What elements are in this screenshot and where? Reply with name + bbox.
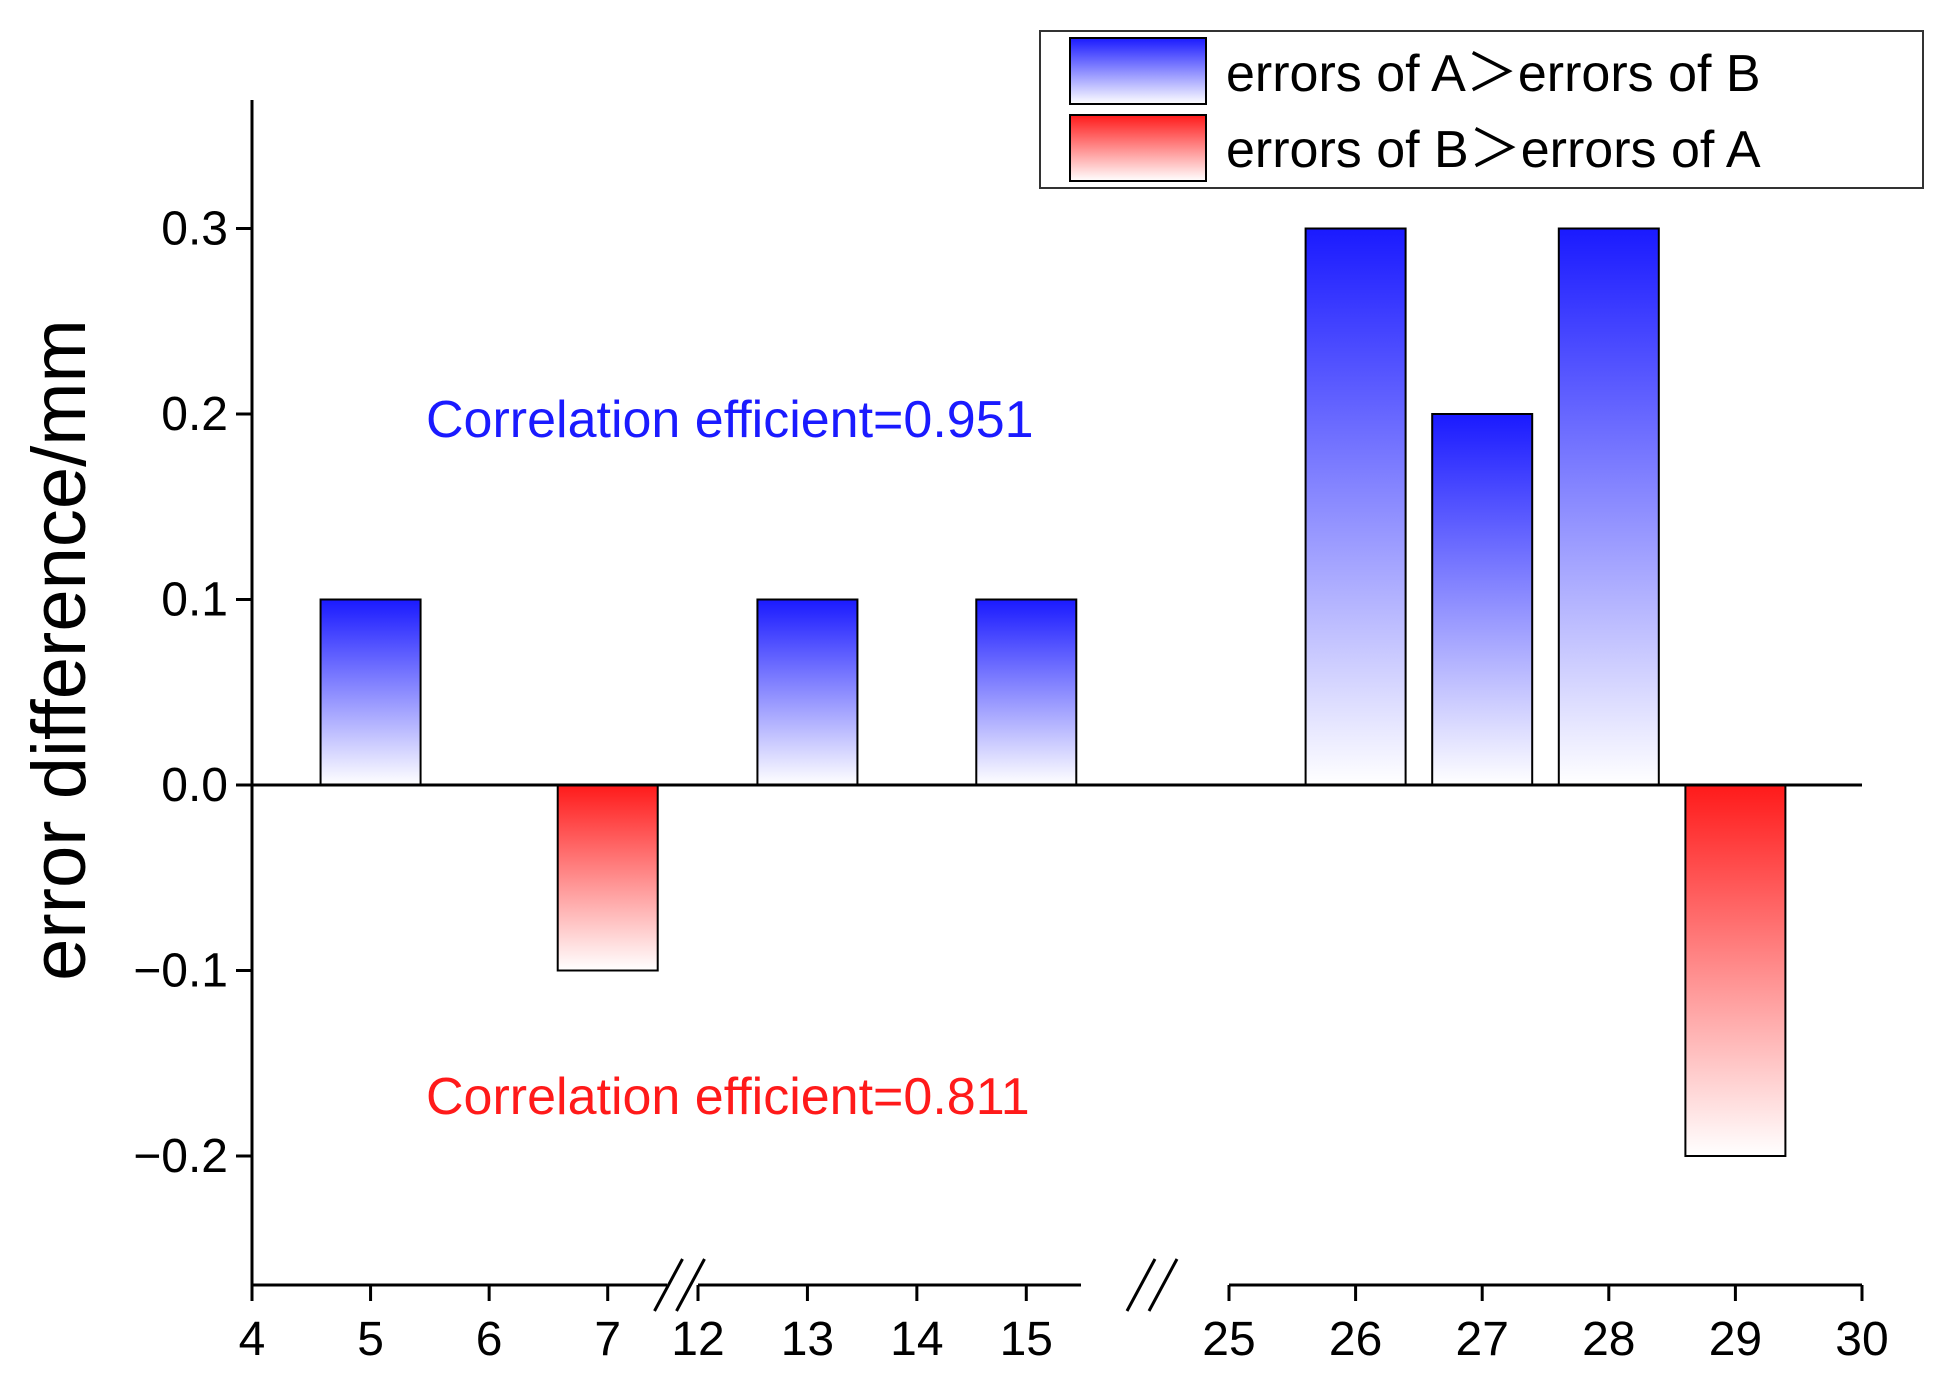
y-tick-label: 0.1 — [161, 574, 228, 627]
annotation-correlation-blue: Correlation efficient=0.951 — [426, 391, 1034, 449]
bar-a-gt-b-x15 — [975, 598, 1078, 786]
y-tick-label: −0.2 — [133, 1130, 228, 1183]
axis-break-mark — [675, 1258, 706, 1312]
x-tick-label: 25 — [1202, 1313, 1255, 1366]
annotation-correlation-red: Correlation efficient=0.811 — [426, 1068, 1030, 1126]
y-axis-label: error difference/mm — [17, 319, 102, 981]
axes: −0.2 −0.1 0.0 0.1 0.2 0.3 4 5 6 7 12 13 14 15 25 26 27 28… — [133, 100, 1889, 1366]
x-tick-label: 27 — [1456, 1313, 1509, 1366]
bar-a-gt-b-x28 — [1557, 227, 1660, 786]
x-tick-label: 13 — [781, 1313, 834, 1366]
x-tick-label: 14 — [890, 1313, 943, 1366]
x-tick-label: 6 — [476, 1313, 503, 1366]
y-tick-label: −0.1 — [133, 945, 228, 998]
bar-a-gt-b-x26 — [1304, 227, 1407, 786]
bar-a-gt-b-x27 — [1431, 413, 1534, 786]
legend-label-blue: errors of A＞errors of B — [1226, 45, 1761, 103]
x-tick-label: 28 — [1582, 1313, 1635, 1366]
bar-a-gt-b-x13 — [756, 598, 859, 786]
legend-label-red: errors of B＞errors of A — [1226, 121, 1761, 179]
y-tick-label: 0.0 — [161, 759, 228, 812]
x-tick-label: 7 — [594, 1313, 621, 1366]
axis-break-mark — [1147, 1258, 1179, 1312]
x-tick-label: 15 — [1000, 1313, 1053, 1366]
x-tick-label: 5 — [357, 1313, 384, 1366]
bar-b-gt-a-x29 — [1684, 784, 1787, 1157]
bar-b-gt-a-x7 — [556, 784, 659, 972]
x-tick-label: 12 — [671, 1313, 724, 1366]
x-tick-label: 29 — [1709, 1313, 1762, 1366]
x-tick-label: 4 — [239, 1313, 266, 1366]
y-tick-label: 0.2 — [161, 388, 228, 441]
legend: errors of A＞errors of B errors of B＞erro… — [1039, 30, 1924, 189]
legend-swatch-blue — [1069, 37, 1207, 105]
x-tick-label: 26 — [1329, 1313, 1382, 1366]
y-tick-label: 0.3 — [161, 203, 228, 256]
axis-break-mark — [1125, 1258, 1157, 1312]
bar-a-gt-b-x5 — [319, 598, 422, 786]
axis-break-mark — [653, 1258, 684, 1312]
bars — [319, 227, 1787, 1157]
legend-swatch-red — [1069, 114, 1207, 182]
x-tick-label: 30 — [1835, 1313, 1888, 1366]
